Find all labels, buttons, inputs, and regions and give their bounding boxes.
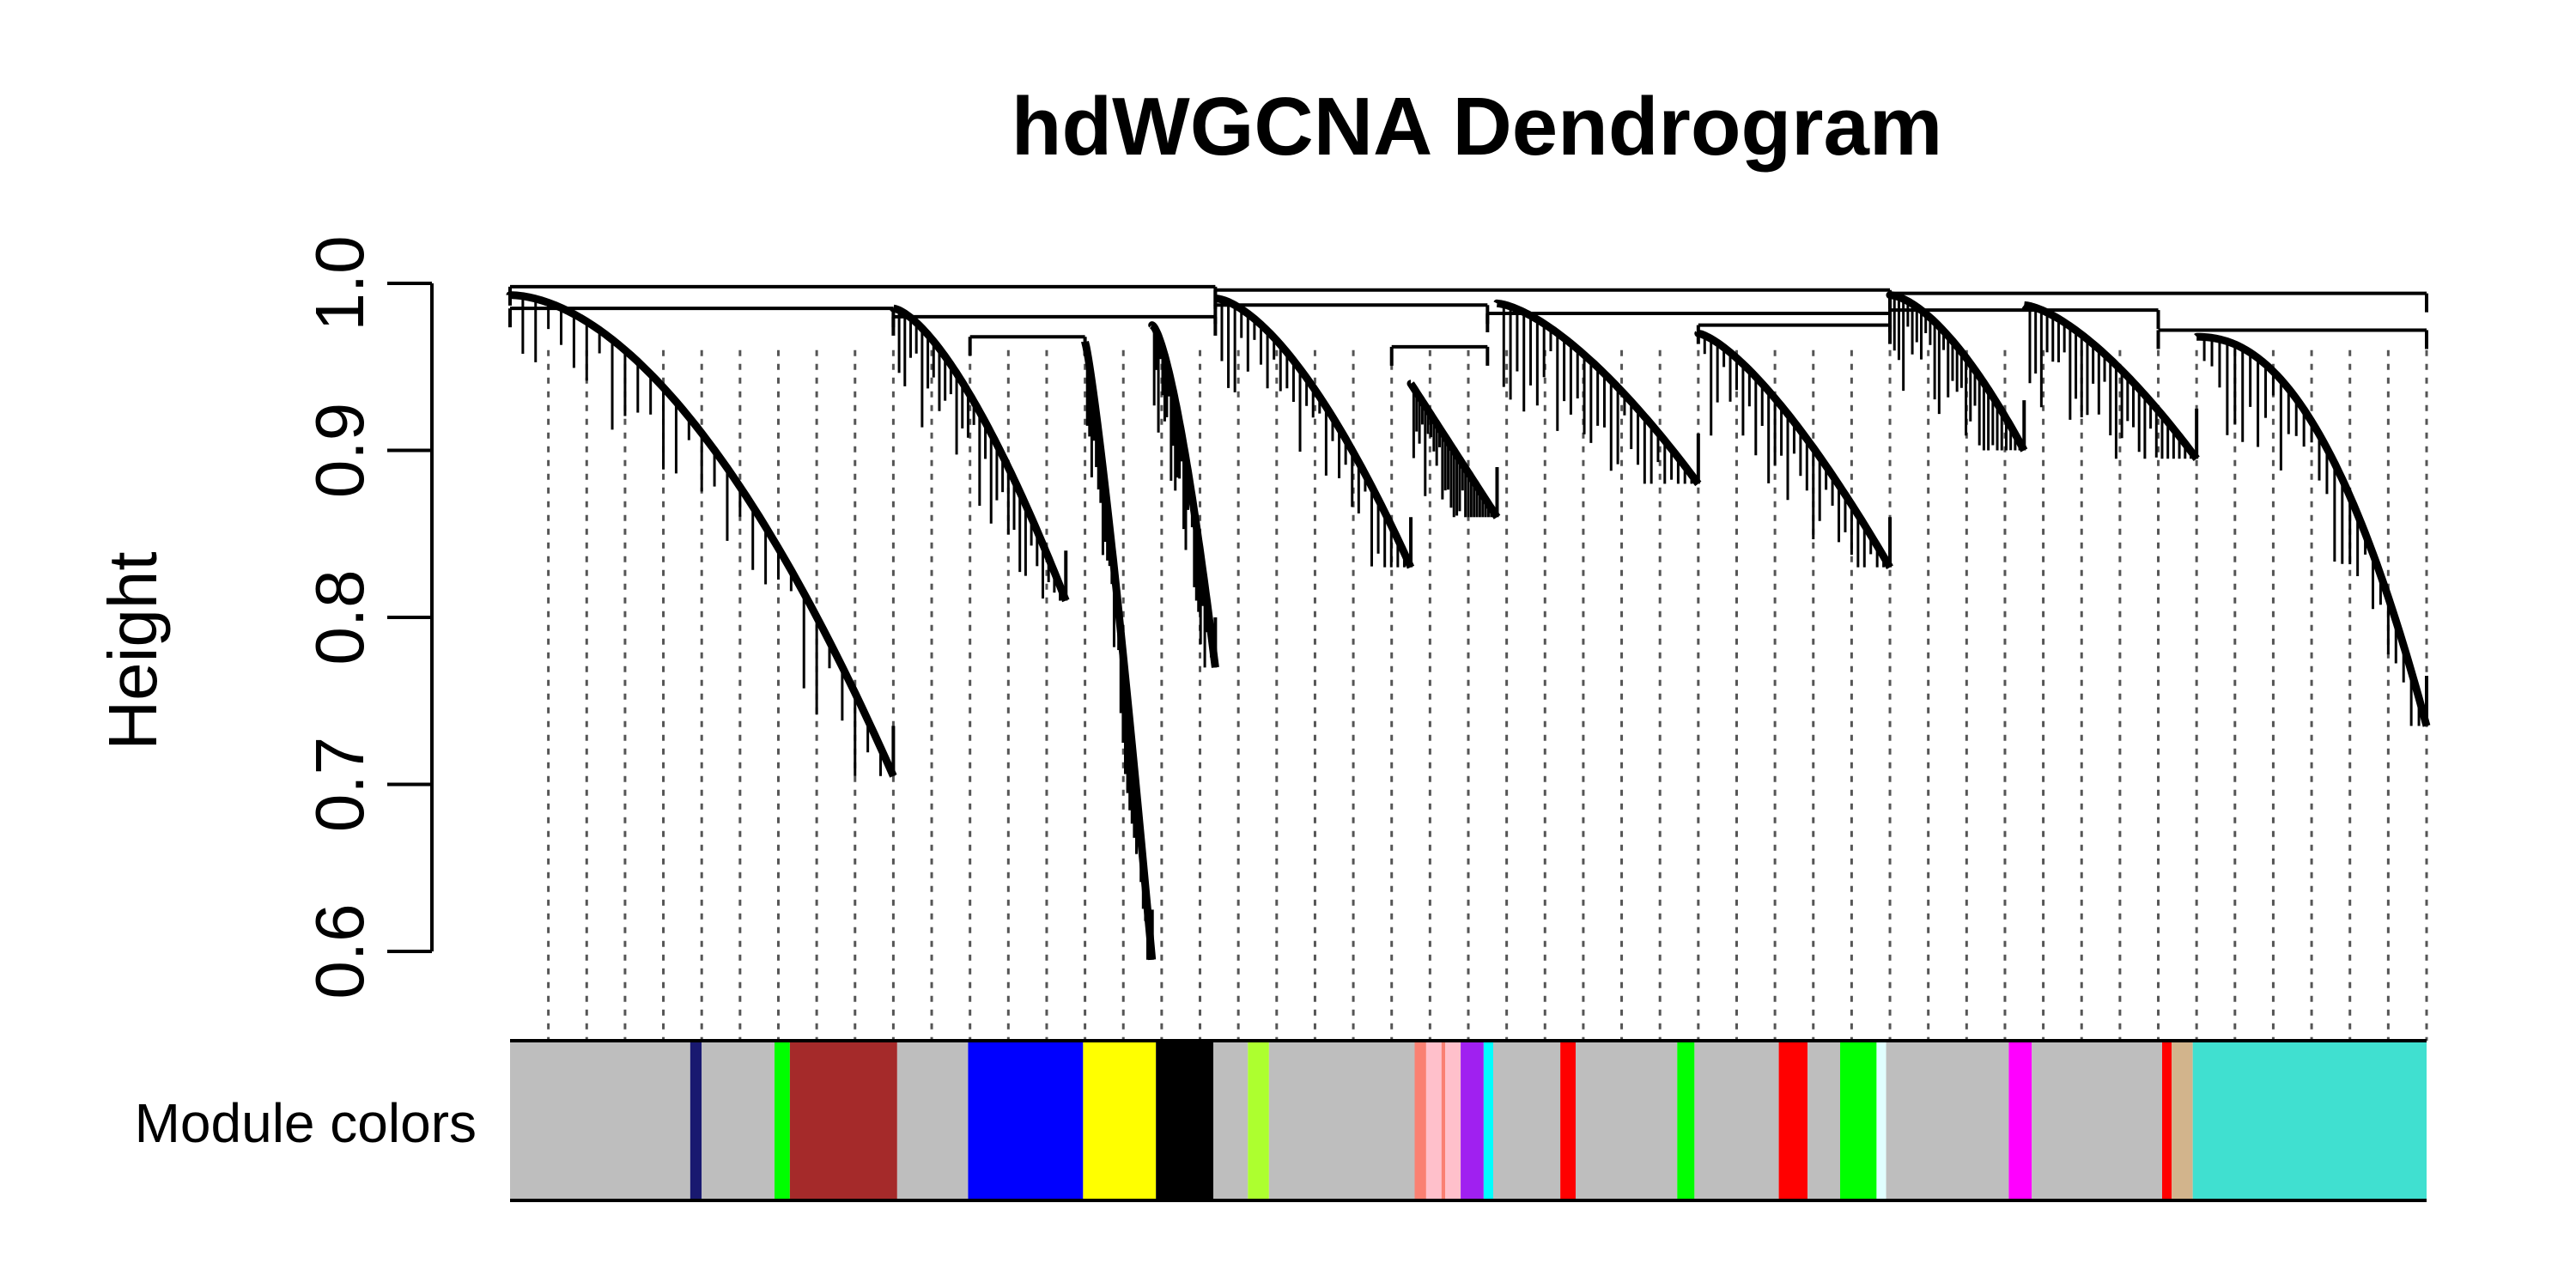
module-color-grey xyxy=(702,1041,775,1200)
module-color-green xyxy=(775,1041,790,1200)
module-color-tan xyxy=(2172,1041,2193,1200)
module-color-purple xyxy=(1461,1041,1484,1200)
cluster-branch xyxy=(1081,337,1157,961)
module-color-grey xyxy=(1575,1041,1678,1200)
module-color-salmon xyxy=(1441,1041,1446,1200)
cluster-branch xyxy=(1886,291,2028,453)
module-color-red xyxy=(1778,1041,1808,1200)
module-color-pink xyxy=(1445,1041,1461,1200)
y-tick-label: 0.9 xyxy=(301,403,378,498)
module-color-greenyellow xyxy=(1248,1041,1269,1200)
module-color-grey xyxy=(1268,1041,1415,1200)
module-colors-bar xyxy=(510,1039,2427,1202)
module-color-turquoise xyxy=(2192,1041,2427,1200)
module-color-cyan xyxy=(1483,1041,1494,1200)
y-axis: 0.6 0.7 0.8 0.9 1.0 xyxy=(301,235,434,999)
cluster-branch xyxy=(2192,332,2431,727)
module-colors-label: Module colors xyxy=(135,1092,477,1154)
module-color-red xyxy=(1560,1041,1576,1200)
module-color-green xyxy=(1840,1041,1877,1200)
module-color-red xyxy=(2161,1041,2172,1200)
dendrogram-leaf-guides xyxy=(547,349,2428,1041)
module-color-salmon xyxy=(1414,1041,1426,1200)
cluster-branch xyxy=(889,304,1070,603)
dendrogram-branches xyxy=(506,284,2431,961)
module-color-yellow xyxy=(1083,1041,1157,1200)
cluster-branch xyxy=(506,291,897,778)
y-tick-label: 0.6 xyxy=(301,903,378,999)
module-color-grey xyxy=(1213,1041,1249,1200)
y-tick-label: 0.7 xyxy=(301,737,378,832)
module-color-grey xyxy=(510,1041,690,1200)
module-color-blue xyxy=(968,1041,1084,1200)
module-color-black xyxy=(1156,1041,1214,1200)
y-tick-label: 1.0 xyxy=(301,235,378,331)
module-color-grey xyxy=(2032,1041,2162,1200)
cluster-branch xyxy=(1694,329,1893,569)
cluster-branch xyxy=(1406,380,1501,519)
cluster-branch xyxy=(1211,295,1415,569)
y-axis-title: Height xyxy=(94,551,171,750)
chart-title: hdWGCNA Dendrogram xyxy=(1012,81,1942,173)
module-color-grey xyxy=(1807,1041,1841,1200)
module-color-magenta xyxy=(2008,1041,2032,1200)
module-color-grey xyxy=(1493,1041,1561,1200)
module-color-green xyxy=(1677,1041,1695,1200)
module-color-midnightblue xyxy=(690,1041,702,1200)
module-color-grey xyxy=(1694,1041,1779,1200)
module-color-grey xyxy=(896,1041,969,1200)
module-color-lightcyan xyxy=(1876,1041,1886,1200)
y-tick-label: 0.8 xyxy=(301,569,378,665)
cluster-branch xyxy=(2020,301,2200,461)
module-color-grey xyxy=(1886,1041,2009,1200)
module-color-brown xyxy=(789,1041,897,1200)
module-color-pink xyxy=(1425,1041,1442,1200)
